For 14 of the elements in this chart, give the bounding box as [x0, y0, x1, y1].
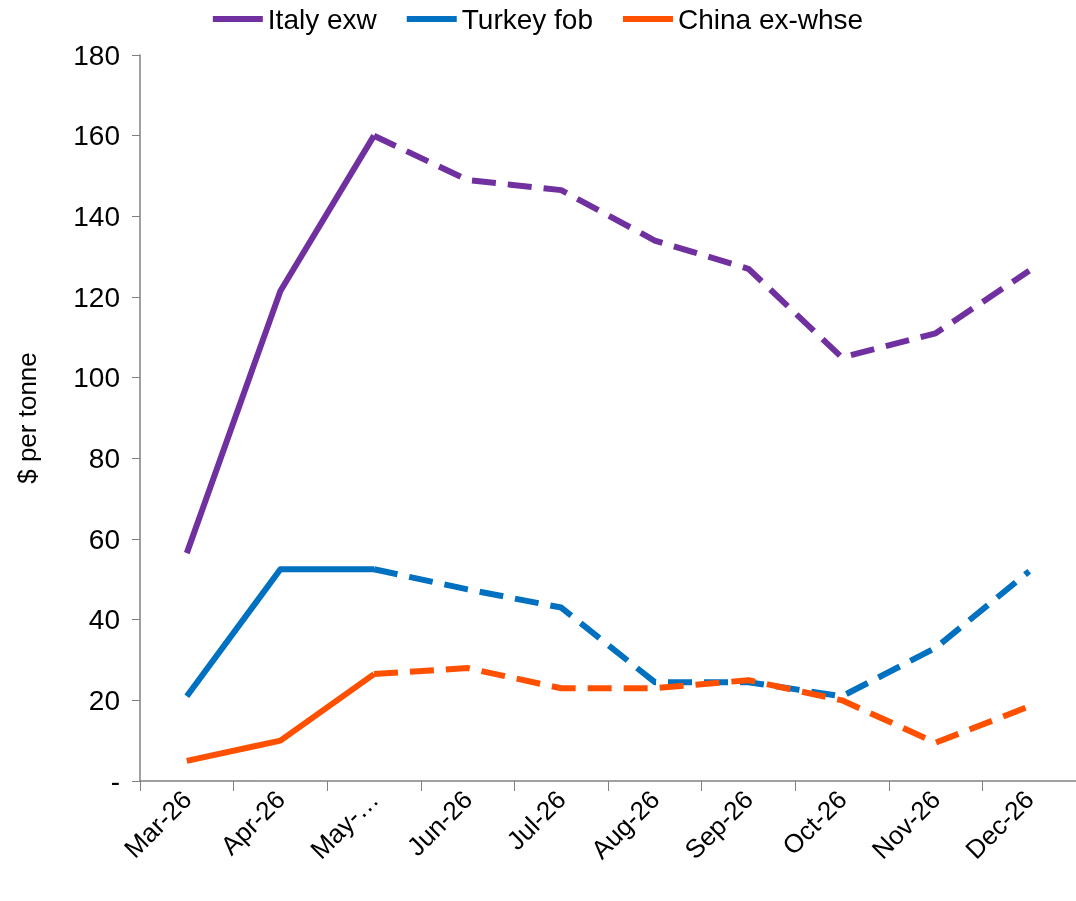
y-tick-label: 20	[88, 684, 120, 716]
y-tick-label: -	[110, 765, 120, 797]
legend-label: Turkey fob	[461, 3, 593, 35]
y-tick-label: 80	[88, 442, 120, 474]
legend-label: Italy exw	[267, 3, 378, 35]
y-tick-label: 60	[88, 523, 120, 555]
y-tick-label: 100	[73, 362, 120, 394]
y-tick-label: 180	[73, 39, 120, 71]
y-tick-label: 140	[73, 200, 120, 232]
legend-label: China ex-whse	[677, 3, 864, 35]
y-tick-label: 120	[73, 281, 120, 313]
y-tick-label: 40	[88, 604, 120, 636]
y-tick-label: 160	[73, 120, 120, 152]
y-axis-title: $ per tonne	[12, 352, 42, 484]
